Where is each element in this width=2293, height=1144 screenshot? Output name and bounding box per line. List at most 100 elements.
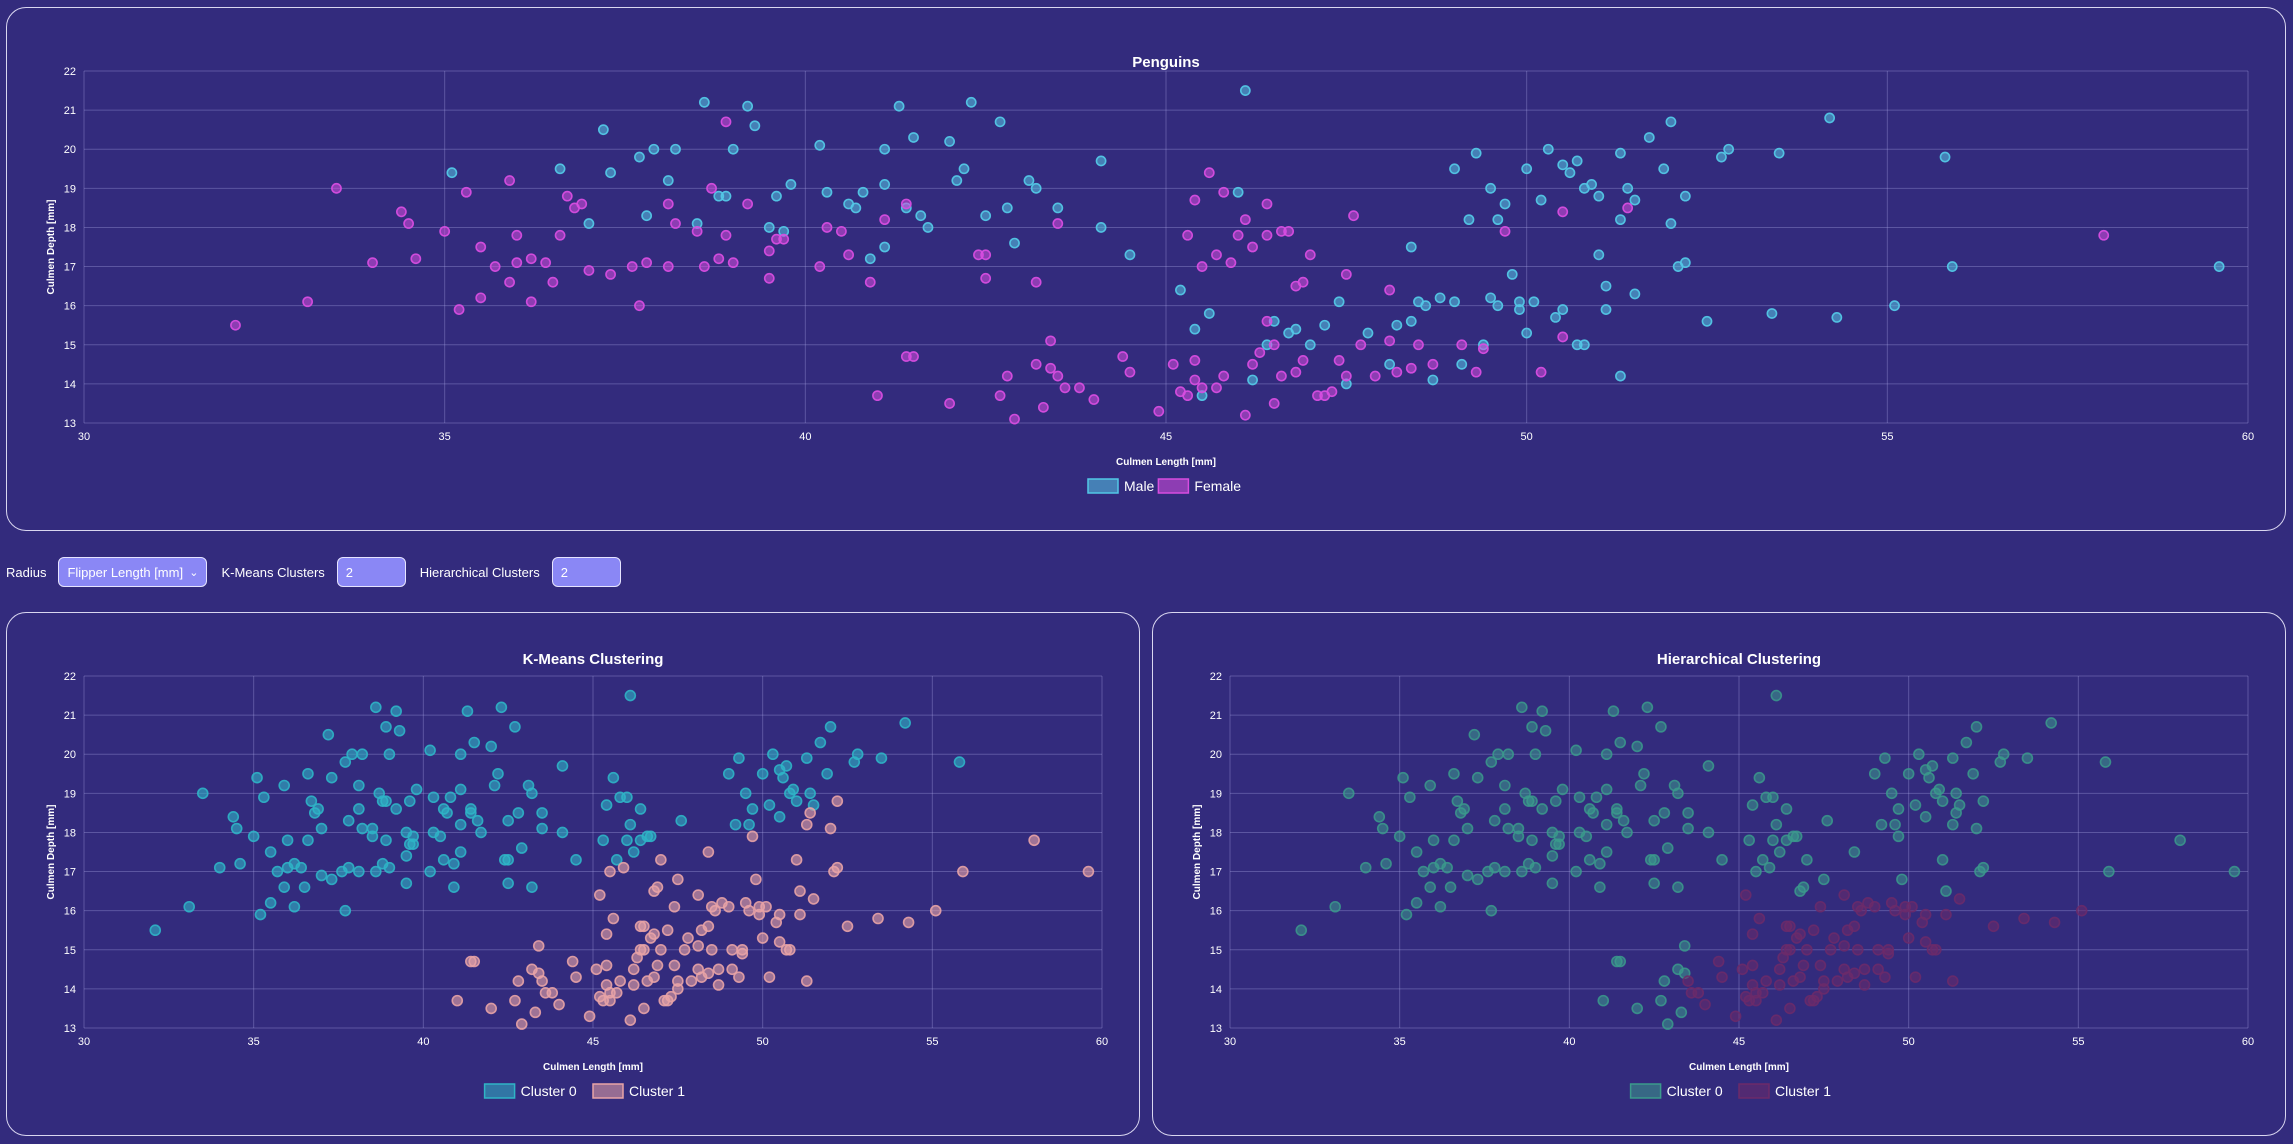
data-point[interactable]: [1218, 370, 1230, 382]
data-point[interactable]: [1468, 728, 1481, 741]
data-point[interactable]: [1384, 284, 1396, 296]
data-point[interactable]: [1723, 143, 1735, 155]
data-point[interactable]: [353, 803, 365, 815]
data-point[interactable]: [726, 943, 738, 956]
data-point[interactable]: [1631, 1002, 1644, 1015]
data-point[interactable]: [1001, 202, 1013, 214]
data-point[interactable]: [427, 791, 440, 804]
data-point[interactable]: [1203, 308, 1215, 319]
data-point[interactable]: [1512, 830, 1525, 843]
data-point[interactable]: [746, 803, 759, 815]
data-point[interactable]: [722, 767, 735, 780]
data-point[interactable]: [763, 245, 775, 257]
data-point[interactable]: [1470, 366, 1482, 378]
data-point[interactable]: [1946, 752, 1959, 764]
data-point[interactable]: [1492, 214, 1504, 226]
data-point[interactable]: [583, 1010, 596, 1023]
data-point[interactable]: [1340, 370, 1352, 382]
data-point[interactable]: [1082, 865, 1095, 878]
data-point[interactable]: [712, 979, 725, 991]
data-point[interactable]: [864, 253, 876, 265]
data-point[interactable]: [1037, 401, 1049, 413]
data-point[interactable]: [448, 857, 460, 870]
data-point[interactable]: [1471, 873, 1484, 886]
data-point[interactable]: [437, 854, 450, 866]
data-point[interactable]: [570, 854, 582, 866]
data-point[interactable]: [331, 182, 342, 194]
data-point[interactable]: [356, 822, 369, 835]
data-point[interactable]: [980, 249, 992, 261]
data-point[interactable]: [1896, 873, 1908, 886]
data-point[interactable]: [1028, 834, 1040, 847]
data-point[interactable]: [1770, 689, 1783, 702]
data-point[interactable]: [1384, 335, 1396, 347]
data-point[interactable]: [597, 994, 609, 1007]
data-point[interactable]: [685, 975, 698, 987]
data-point[interactable]: [614, 975, 626, 987]
data-point[interactable]: [951, 175, 963, 186]
legend-label[interactable]: Female: [1194, 478, 1241, 494]
data-point[interactable]: [1239, 214, 1251, 226]
data-point[interactable]: [1611, 803, 1623, 815]
data-point[interactable]: [403, 218, 414, 229]
data-point[interactable]: [661, 924, 674, 937]
data-point[interactable]: [1615, 147, 1626, 159]
data-point[interactable]: [1668, 779, 1681, 792]
data-point[interactable]: [1773, 963, 1786, 976]
data-point[interactable]: [1615, 214, 1626, 226]
data-point[interactable]: [1393, 830, 1406, 843]
data-point[interactable]: [675, 814, 688, 827]
data-point[interactable]: [662, 261, 674, 272]
data-point[interactable]: [743, 818, 755, 831]
data-point[interactable]: [509, 994, 521, 1007]
data-point[interactable]: [778, 233, 790, 245]
data-point[interactable]: [1909, 799, 1922, 811]
data-point[interactable]: [702, 967, 715, 980]
data-point[interactable]: [1529, 861, 1542, 874]
data-point[interactable]: [1434, 900, 1447, 913]
data-point[interactable]: [705, 943, 718, 956]
data-point[interactable]: [1679, 190, 1691, 202]
data-point[interactable]: [1946, 818, 1959, 831]
data-point[interactable]: [1553, 838, 1565, 850]
data-point[interactable]: [763, 799, 776, 811]
data-point[interactable]: [900, 198, 912, 210]
data-point[interactable]: [1519, 787, 1532, 800]
data-point[interactable]: [1702, 826, 1715, 839]
data-point[interactable]: [1247, 358, 1258, 370]
data-point[interactable]: [1516, 701, 1528, 714]
data-point[interactable]: [1117, 351, 1129, 362]
data-point[interactable]: [743, 904, 755, 917]
data-point[interactable]: [607, 912, 620, 925]
data-point[interactable]: [1529, 748, 1542, 761]
data-point[interactable]: [1348, 210, 1359, 222]
data-point[interactable]: [1858, 963, 1871, 976]
data-point[interactable]: [339, 756, 352, 768]
legend-swatch[interactable]: [1629, 1083, 1662, 1099]
data-point[interactable]: [1926, 943, 1939, 956]
data-point[interactable]: [1189, 355, 1201, 366]
data-point[interactable]: [1593, 190, 1605, 202]
data-point[interactable]: [1225, 257, 1237, 269]
data-point[interactable]: [1648, 854, 1660, 866]
data-point[interactable]: [1340, 268, 1352, 280]
data-point[interactable]: [302, 834, 314, 847]
data-point[interactable]: [1404, 791, 1416, 804]
data-point[interactable]: [1879, 971, 1891, 983]
data-point[interactable]: [800, 752, 813, 764]
data-point[interactable]: [1557, 331, 1569, 343]
data-point[interactable]: [403, 795, 416, 807]
data-point[interactable]: [1597, 994, 1610, 1007]
data-point[interactable]: [1919, 936, 1932, 948]
data-point[interactable]: [1342, 787, 1355, 800]
data-point[interactable]: [1716, 854, 1728, 866]
data-point[interactable]: [353, 865, 365, 878]
data-point[interactable]: [1655, 721, 1667, 733]
data-point[interactable]: [1261, 229, 1273, 241]
data-point[interactable]: [682, 932, 694, 944]
data-point[interactable]: [1648, 877, 1660, 890]
data-point[interactable]: [1333, 296, 1345, 308]
data-point[interactable]: [702, 846, 715, 858]
data-point[interactable]: [1449, 296, 1460, 308]
legend-swatch[interactable]: [1087, 478, 1119, 494]
